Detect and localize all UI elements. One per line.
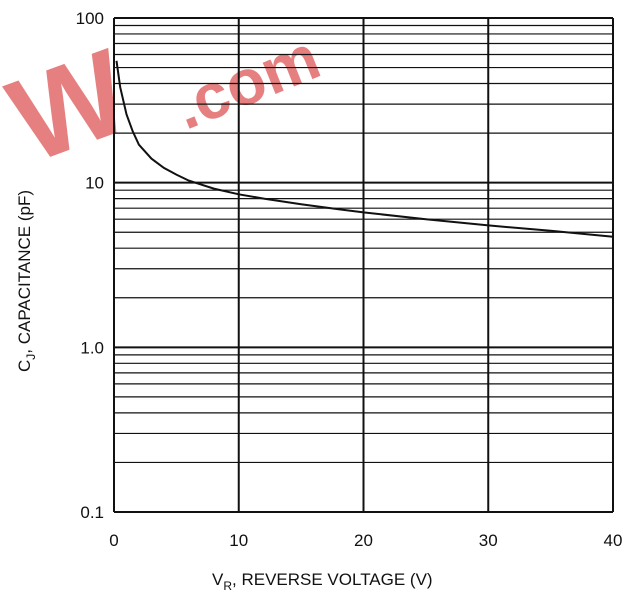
y-tick-label: 100 <box>76 9 104 28</box>
watermark-right: .com <box>164 21 329 144</box>
y-tick-label: 1.0 <box>80 338 104 357</box>
y-axis-label: CJ, CAPACITANCE (pF) <box>15 190 38 372</box>
x-tick-label: 40 <box>604 531 623 550</box>
x-tick-label: 20 <box>354 531 373 550</box>
x-tick-labels: 0 10 20 30 40 <box>109 531 622 550</box>
grid <box>113 17 614 513</box>
capacitance-curve <box>115 60 614 238</box>
x-axis-label: VR, REVERSE VOLTAGE (V) <box>212 570 433 593</box>
x-tick-label: 30 <box>479 531 498 550</box>
x-tick-label: 10 <box>229 531 248 550</box>
y-tick-labels: 0.1 1.0 10 100 <box>76 9 104 522</box>
x-tick-label: 0 <box>109 531 118 550</box>
y-tick-label: 0.1 <box>80 503 104 522</box>
series-group <box>115 60 614 238</box>
y-tick-label: 10 <box>85 174 104 193</box>
